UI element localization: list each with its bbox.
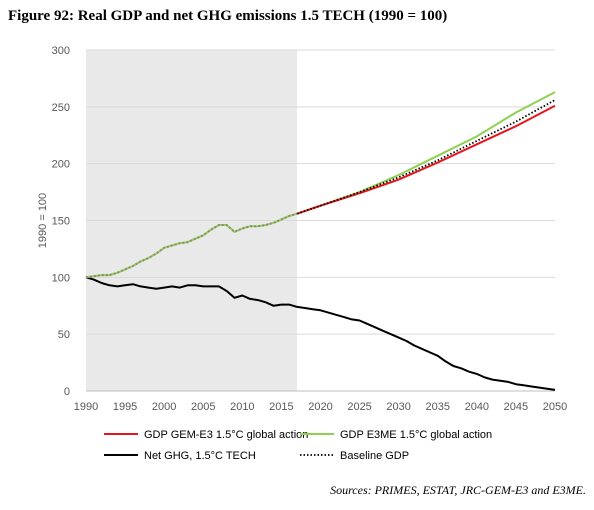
source-note: Sources: PRIMES, ESTAT, JRC-GEM-E3 and E… bbox=[330, 483, 586, 497]
y-tick-label: 200 bbox=[52, 159, 70, 171]
x-axis-ticks: 1990 1995 2000 2005 2010 2015 2020 2025 2030 2035… bbox=[74, 401, 567, 413]
y-tick-label: 100 bbox=[52, 272, 70, 284]
legend: GDP GEM-E3 1.5°C global action GDP E3ME 1… bbox=[104, 429, 492, 462]
x-tick-label: 2030 bbox=[386, 401, 410, 413]
x-tick-label: 2025 bbox=[347, 401, 371, 413]
y-tick-label: 150 bbox=[52, 216, 70, 228]
x-tick-label: 2000 bbox=[152, 401, 176, 413]
x-tick-label: 2010 bbox=[230, 401, 254, 413]
legend-label: GDP E3ME 1.5°C global action bbox=[340, 429, 492, 441]
x-tick-label: 2050 bbox=[543, 401, 567, 413]
series-lines bbox=[85, 91, 556, 391]
line-chart: 0 50 100 150 200 250 300 1990 1995 2000 2005 2010 2… bbox=[37, 45, 567, 462]
x-tick-label: 2045 bbox=[504, 401, 528, 413]
x-tick-label: 1995 bbox=[113, 401, 137, 413]
x-tick-label: 2005 bbox=[191, 401, 215, 413]
y-tick-label: 250 bbox=[52, 102, 70, 114]
series-line bbox=[296, 104, 556, 215]
series-line bbox=[296, 99, 556, 215]
figure-title: Figure 92: Real GDP and net GHG emission… bbox=[8, 8, 448, 24]
y-axis-ticks: 0 50 100 150 200 250 300 bbox=[52, 45, 70, 398]
x-tick-label: 2015 bbox=[269, 401, 293, 413]
x-tick-label: 2040 bbox=[465, 401, 489, 413]
legend-label: GDP GEM-E3 1.5°C global action bbox=[144, 429, 308, 441]
y-tick-label: 50 bbox=[58, 329, 70, 341]
x-tick-label: 2035 bbox=[426, 401, 450, 413]
legend-label: Net GHG, 1.5°C TECH bbox=[144, 450, 256, 462]
x-tick-label: 2020 bbox=[308, 401, 332, 413]
y-axis-title: 1990 = 100 bbox=[37, 193, 49, 248]
y-tick-label: 300 bbox=[52, 45, 70, 57]
x-tick-label: 1990 bbox=[74, 401, 98, 413]
y-tick-label: 0 bbox=[64, 386, 70, 398]
legend-label: Baseline GDP bbox=[340, 450, 409, 462]
gridlines bbox=[86, 49, 555, 335]
series-line bbox=[85, 276, 556, 391]
series-line-historical-overlay bbox=[85, 212, 298, 279]
